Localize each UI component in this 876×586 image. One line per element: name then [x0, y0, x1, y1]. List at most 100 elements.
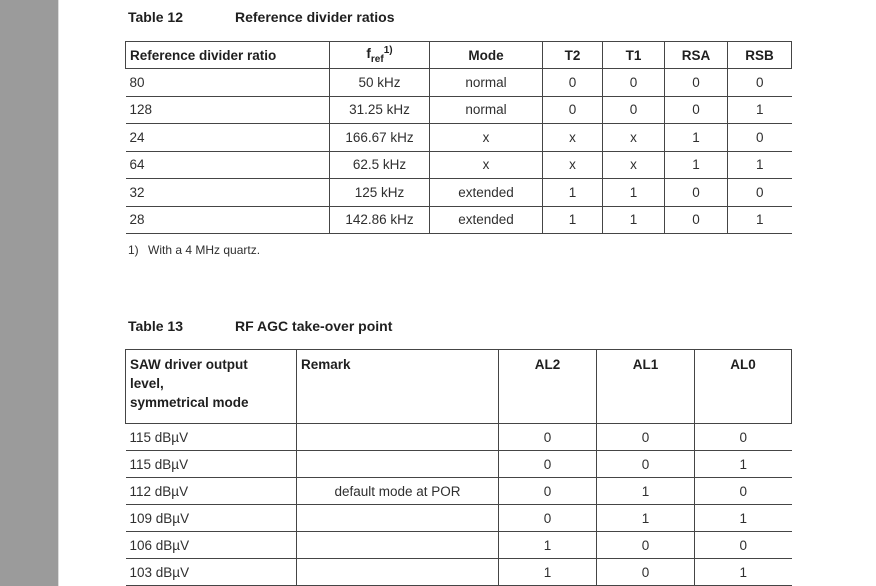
column-header: AL1 — [596, 349, 695, 424]
cell: x — [602, 123, 665, 152]
cell — [296, 504, 499, 532]
cell: 64 — [125, 151, 330, 179]
cell: x — [542, 151, 603, 179]
cell: 1 — [694, 558, 792, 586]
table-row: 28 142.86 kHz extended 1 1 0 1 — [125, 206, 792, 234]
cell: 1 — [498, 558, 597, 586]
cell: 0 — [694, 423, 792, 451]
cell: 115 dBµV — [125, 450, 297, 478]
cell: 0 — [694, 477, 792, 505]
cell: 0 — [596, 450, 695, 478]
cell: 0 — [596, 423, 695, 451]
table13-body: 115 dBµV 0 0 0 115 dBµV 0 0 1 112 dBµV default mo… — [125, 423, 792, 586]
cell: 0 — [498, 504, 597, 532]
viewer-gutter — [0, 0, 59, 586]
table12-caption: Table 12 Reference divider ratios — [128, 8, 395, 26]
cell: 31.25 kHz — [329, 96, 430, 124]
table12-head: Reference divider ratio fref1) Mode T2 T1 RSA… — [125, 41, 792, 69]
table12-caption-label: Table 12 — [128, 9, 183, 25]
cell — [296, 558, 499, 586]
column-header: AL0 — [694, 349, 792, 424]
cell: 24 — [125, 123, 330, 152]
cell: 0 — [498, 477, 597, 505]
cell: x — [542, 123, 603, 152]
cell: 0 — [602, 68, 665, 97]
cell: 1 — [596, 477, 695, 505]
rf-agc-takeover-point-table: SAW driver output level, symmetrical mod… — [125, 349, 792, 586]
cell: 1 — [694, 450, 792, 478]
cell: 0 — [727, 123, 792, 152]
cell — [296, 531, 499, 559]
cell: default mode at POR — [296, 477, 499, 505]
cell — [296, 423, 499, 451]
cell: 0 — [664, 178, 728, 207]
table12-caption-title: Reference divider ratios — [235, 9, 395, 25]
table13-head: SAW driver output level, symmetrical mod… — [125, 349, 792, 424]
table-row: 24 166.67 kHz x x x 1 0 — [125, 123, 792, 152]
column-header: Mode — [429, 41, 543, 69]
cell: 0 — [596, 531, 695, 559]
cell: normal — [429, 96, 543, 124]
cell: 103 dBµV — [125, 558, 297, 586]
cell: 1 — [664, 123, 728, 152]
cell: 0 — [694, 531, 792, 559]
cell: 1 — [602, 178, 665, 207]
cell: 0 — [542, 68, 603, 97]
column-header: RSA — [664, 41, 728, 69]
cell: 0 — [596, 558, 695, 586]
table13-caption-label: Table 13 — [128, 318, 183, 334]
cell: 0 — [664, 206, 728, 234]
cell: 0 — [727, 178, 792, 207]
cell: 142.86 kHz — [329, 206, 430, 234]
cell: extended — [429, 206, 543, 234]
table-row: 115 dBµV 0 0 0 — [125, 423, 792, 451]
cell: 1 — [498, 531, 597, 559]
cell: 28 — [125, 206, 330, 234]
column-header: SAW driver output level, symmetrical mod… — [125, 349, 297, 424]
cell: 0 — [727, 68, 792, 97]
cell: 128 — [125, 96, 330, 124]
cell: 1 — [602, 206, 665, 234]
column-header: RSB — [727, 41, 792, 69]
cell: 1 — [596, 504, 695, 532]
reference-divider-ratios-table: Reference divider ratio fref1) Mode T2 T1 RSA… — [125, 41, 792, 234]
table-row: 112 dBµV default mode at POR 0 1 0 — [125, 477, 792, 505]
cell — [296, 450, 499, 478]
column-header: T1 — [602, 41, 665, 69]
column-header: Remark — [296, 349, 499, 424]
column-header: fref1) — [329, 41, 430, 69]
cell: 0 — [498, 450, 597, 478]
cell: x — [429, 123, 543, 152]
cell: 1 — [727, 206, 792, 234]
cell: 166.67 kHz — [329, 123, 430, 152]
cell: 109 dBµV — [125, 504, 297, 532]
cell: 1 — [664, 151, 728, 179]
table-row: 106 dBµV 1 0 0 — [125, 531, 792, 559]
table-row: 109 dBµV 0 1 1 — [125, 504, 792, 532]
cell: 0 — [664, 68, 728, 97]
table12-footnote: 1) With a 4 MHz quartz. — [128, 243, 260, 257]
table13-caption: Table 13 RF AGC take-over point — [128, 317, 392, 335]
cell: 0 — [602, 96, 665, 124]
cell: 0 — [498, 423, 597, 451]
cell: extended — [429, 178, 543, 207]
table-row: 115 dBµV 0 0 1 — [125, 450, 792, 478]
cell: 106 dBµV — [125, 531, 297, 559]
column-header: Reference divider ratio — [125, 41, 330, 69]
cell: 0 — [664, 96, 728, 124]
table-row: 80 50 kHz normal 0 0 0 0 — [125, 68, 792, 97]
cell: x — [602, 151, 665, 179]
column-header: AL2 — [498, 349, 597, 424]
cell: 32 — [125, 178, 330, 207]
cell: normal — [429, 68, 543, 97]
table-row: 103 dBµV 1 0 1 — [125, 558, 792, 586]
header-row: Reference divider ratio fref1) Mode T2 T1 RSA… — [125, 41, 792, 69]
cell: 112 dBµV — [125, 477, 297, 505]
subscript: ref — [370, 54, 384, 65]
table-row: 128 31.25 kHz normal 0 0 0 1 — [125, 96, 792, 124]
cell: 1 — [727, 151, 792, 179]
table12-body: 80 50 kHz normal 0 0 0 0 128 31.25 kHz normal 0 0 0 1… — [125, 68, 792, 234]
cell: 50 kHz — [329, 68, 430, 97]
cell: 1 — [694, 504, 792, 532]
column-header: T2 — [542, 41, 603, 69]
